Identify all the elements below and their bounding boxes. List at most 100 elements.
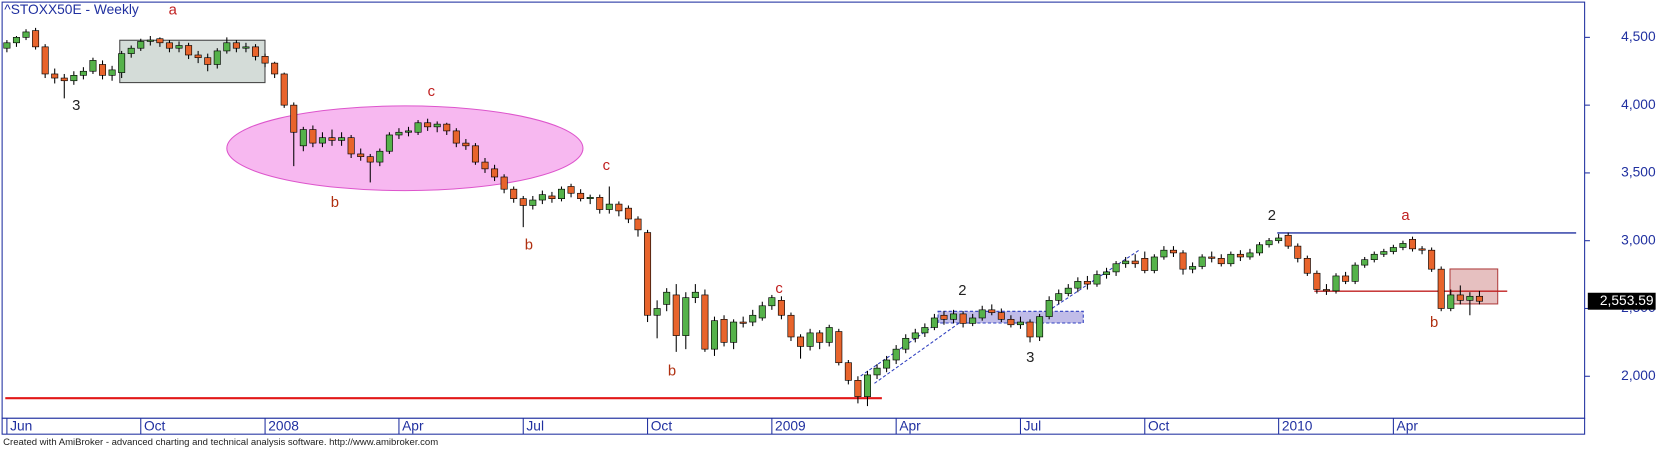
- annotation: a: [1401, 208, 1410, 224]
- candle-body: [1428, 249, 1436, 270]
- candle-body: [557, 188, 565, 199]
- candle-body: [1303, 258, 1311, 274]
- candle-body: [500, 176, 508, 190]
- candle-body: [739, 321, 747, 324]
- candle-body: [1217, 258, 1225, 265]
- channel-line: [874, 322, 960, 384]
- candle-body: [1093, 274, 1101, 285]
- candle-body: [405, 130, 413, 133]
- candle-body: [1103, 271, 1111, 275]
- candle-body: [682, 297, 690, 336]
- candle-body: [1016, 321, 1024, 326]
- annotation: 2: [1268, 208, 1276, 224]
- candle-body: [1370, 253, 1378, 261]
- candle-body: [1236, 253, 1244, 258]
- candle-body: [548, 195, 556, 199]
- candle-body: [1007, 319, 1015, 326]
- candle-body: [1150, 256, 1158, 271]
- candle-body: [1246, 252, 1254, 258]
- annotation: b: [1430, 315, 1438, 331]
- candle-body: [538, 194, 546, 201]
- candle-body: [299, 129, 307, 147]
- candle-body: [1112, 263, 1120, 273]
- candle-body: [137, 41, 145, 49]
- candle-body: [730, 321, 738, 343]
- candle-body: [395, 131, 403, 136]
- range-box: [119, 39, 266, 84]
- candle-body: [710, 320, 718, 350]
- candle-body: [797, 336, 805, 347]
- candle-body: [1447, 294, 1455, 309]
- candle-body: [787, 314, 795, 338]
- annotation: c: [603, 158, 611, 174]
- candle-body: [1313, 272, 1321, 290]
- candle-body: [318, 137, 326, 144]
- candle-body: [959, 313, 967, 324]
- candle-body: [577, 192, 585, 199]
- candle-body: [978, 309, 986, 319]
- candle-body: [280, 73, 288, 106]
- candle-body: [223, 42, 231, 52]
- candle-body: [940, 314, 948, 320]
- candle-body: [1332, 275, 1340, 292]
- candle-body: [988, 309, 996, 313]
- candle-body: [911, 332, 919, 339]
- x-tick-label: 2010: [1282, 418, 1313, 433]
- candle-body: [930, 317, 938, 328]
- candle-body: [108, 69, 116, 76]
- candle-body: [1342, 275, 1350, 282]
- candle-body: [1294, 245, 1302, 259]
- annotation: 3: [1026, 350, 1034, 366]
- candle-body: [605, 203, 613, 210]
- last-value-box: [1587, 292, 1656, 310]
- candle-body: [997, 312, 1005, 320]
- x-axis-strip: [1, 417, 1586, 435]
- candle-body: [1064, 287, 1072, 294]
- candle-body: [510, 188, 518, 199]
- candle-body: [1409, 239, 1417, 250]
- candle-body: [376, 150, 384, 163]
- candle-body: [1179, 252, 1187, 270]
- annotation: b: [668, 364, 676, 380]
- candle-body: [720, 319, 728, 343]
- candle-body: [70, 75, 78, 82]
- candle-body: [12, 37, 20, 44]
- x-tick-label: Apr: [899, 418, 921, 433]
- candle-body: [433, 123, 441, 128]
- candle-body: [338, 137, 346, 141]
- x-tick-label: 2008: [268, 418, 299, 433]
- candle-body: [1418, 248, 1426, 251]
- candle-body: [165, 42, 173, 49]
- candle-body: [863, 374, 871, 397]
- candle-body: [1265, 240, 1273, 246]
- candle-body: [844, 362, 852, 381]
- candle-body: [1361, 259, 1369, 266]
- candle-body: [328, 137, 336, 141]
- candle-body: [1083, 281, 1091, 285]
- x-tick-label: Apr: [1397, 418, 1419, 433]
- candle-body: [309, 129, 317, 144]
- candle-body: [892, 348, 900, 361]
- candle-body: [41, 46, 49, 75]
- candle-body: [1456, 294, 1464, 301]
- candle-body: [156, 38, 164, 44]
- candle-body: [1169, 249, 1177, 254]
- candle-body: [22, 31, 30, 38]
- x-tick-label: Apr: [402, 418, 424, 433]
- x-tick-label: 2009: [775, 418, 806, 433]
- candle-body: [854, 380, 862, 397]
- footer: Created with AmiBroker - advanced charti…: [3, 437, 438, 448]
- candle-body: [175, 45, 183, 49]
- y-tick-label: 4,000: [1621, 97, 1656, 112]
- candle-body: [1160, 249, 1168, 258]
- candle-body: [261, 56, 269, 64]
- candle-body: [146, 39, 154, 42]
- candle-body: [1045, 300, 1053, 317]
- annotation: 2: [958, 283, 966, 299]
- ellipse-marker: [226, 105, 584, 192]
- candle-body: [194, 54, 202, 59]
- candle-body: [357, 153, 365, 157]
- candle-body: [1026, 321, 1034, 338]
- candle-body: [873, 367, 881, 376]
